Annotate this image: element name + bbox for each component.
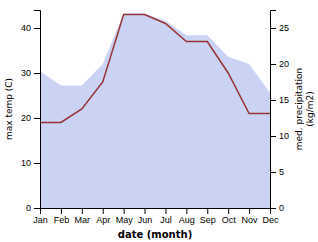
axis-line bbox=[271, 11, 277, 209]
tick: Jun bbox=[138, 208, 153, 225]
tick-label: 30 bbox=[21, 68, 31, 78]
tick-mark bbox=[207, 208, 208, 214]
tick: 20 bbox=[270, 59, 289, 69]
tick: 25 bbox=[270, 23, 289, 33]
tick-mark bbox=[61, 208, 62, 214]
y-label: max temp (C) bbox=[4, 78, 14, 140]
tick-label: Feb bbox=[54, 215, 70, 225]
tick-mark bbox=[228, 208, 229, 214]
tick-mark bbox=[124, 208, 125, 214]
tick-label: 0 bbox=[26, 203, 31, 213]
tick-mark bbox=[82, 208, 83, 214]
tick: 30 bbox=[21, 68, 40, 78]
tick: Feb bbox=[54, 208, 70, 225]
tick-mark bbox=[34, 73, 40, 74]
axis-line bbox=[41, 209, 271, 215]
tick: Oct bbox=[222, 208, 237, 225]
tick-mark bbox=[270, 136, 276, 137]
x-label: date (month) bbox=[118, 229, 192, 240]
tick: Nov bbox=[242, 208, 259, 225]
tick-label: 25 bbox=[279, 23, 289, 33]
axis-line bbox=[34, 11, 41, 209]
tick-label: 20 bbox=[279, 59, 289, 69]
tick-label: Nov bbox=[242, 215, 259, 225]
tick-label: 20 bbox=[21, 113, 31, 123]
tick-label: Jun bbox=[138, 215, 153, 225]
chart: JanFebMarAprMayJunJulAugSepOctNovDec0102… bbox=[0, 0, 318, 242]
tick-mark bbox=[34, 28, 40, 29]
tick-label: May bbox=[116, 215, 134, 225]
tick: Dec bbox=[262, 208, 279, 225]
tick: 20 bbox=[21, 113, 40, 123]
tick-mark bbox=[103, 208, 104, 214]
tick-mark bbox=[34, 163, 40, 164]
tick: Mar bbox=[75, 208, 91, 225]
tick-mark bbox=[165, 208, 166, 214]
tick-mark bbox=[145, 208, 146, 214]
tick-mark bbox=[270, 64, 276, 65]
tick: Aug bbox=[179, 208, 195, 225]
y-axis: 0 10 20 30 40 bbox=[21, 11, 41, 214]
tick-label: 0 bbox=[279, 203, 284, 213]
tick-label: Apr bbox=[96, 215, 110, 225]
y2-label: med. precipitation(kg/m2) bbox=[294, 68, 315, 150]
tick: Sep bbox=[200, 208, 216, 225]
tick-label: Sep bbox=[200, 215, 216, 225]
tick: 0 bbox=[270, 203, 284, 213]
y2-axis: 0 5 10 15 20 25 bbox=[270, 11, 289, 214]
tick-mark bbox=[270, 172, 276, 173]
tick-label: Mar bbox=[75, 215, 91, 225]
tick-label: 10 bbox=[21, 158, 31, 168]
tick: 10 bbox=[270, 131, 289, 141]
tick: Apr bbox=[96, 208, 110, 225]
area bbox=[40, 14, 270, 208]
tick-mark bbox=[186, 208, 187, 214]
tick: 5 bbox=[270, 167, 284, 177]
line bbox=[40, 15, 270, 123]
tick-mark bbox=[270, 28, 276, 29]
x-axis: Jan Feb Mar Apr May Jun Jul Aug Sep Oct NovDec bbox=[33, 208, 279, 225]
tick-mark bbox=[270, 208, 276, 209]
plot: JanFebMarAprMayJunJulAugSepOctNovDec0102… bbox=[4, 11, 315, 241]
tick: 0 bbox=[26, 203, 40, 213]
tick-label: Jul bbox=[160, 215, 172, 225]
tick-mark bbox=[34, 208, 40, 209]
tick: Jul bbox=[160, 208, 172, 225]
tick-mark bbox=[249, 208, 250, 214]
tick: Jan bbox=[33, 208, 48, 225]
tick-label: 5 bbox=[279, 167, 284, 177]
tick: May bbox=[116, 208, 134, 225]
marks bbox=[40, 14, 270, 208]
tick: 10 bbox=[21, 158, 40, 168]
tick-label: 40 bbox=[21, 23, 31, 33]
tick-label: Jan bbox=[33, 215, 48, 225]
tick-label: Aug bbox=[179, 215, 195, 225]
tick-label: 15 bbox=[279, 95, 289, 105]
tick-mark bbox=[34, 118, 40, 119]
tick: 40 bbox=[21, 23, 40, 33]
tick-label: Dec bbox=[262, 215, 279, 225]
tick-mark bbox=[270, 100, 276, 101]
tick: 15 bbox=[270, 95, 289, 105]
tick-label: 10 bbox=[279, 131, 289, 141]
tick-label: Oct bbox=[222, 215, 237, 225]
